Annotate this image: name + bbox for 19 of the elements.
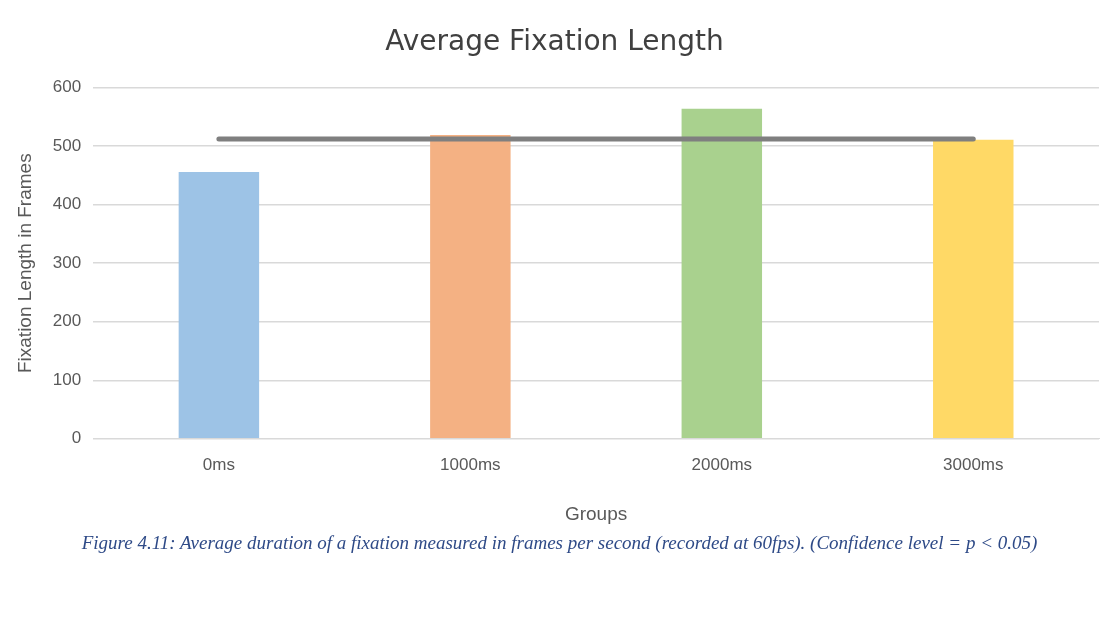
x-tick-label: 0ms xyxy=(202,454,235,474)
y-tick-label: 400 xyxy=(52,194,82,214)
x-tick-label: 2000ms xyxy=(691,454,753,474)
chart-title: Average Fixation Length xyxy=(385,24,724,58)
bar xyxy=(178,171,260,439)
bar xyxy=(681,108,763,439)
y-tick-label: 500 xyxy=(52,135,82,155)
y-tick-label: 600 xyxy=(52,77,82,97)
y-tick-label: 200 xyxy=(52,311,82,331)
y-axis-title: Fixation Length in Frames xyxy=(13,153,35,374)
y-tick-label: 0 xyxy=(71,428,82,448)
bar xyxy=(933,139,1014,439)
bar xyxy=(430,135,511,439)
x-tick-label: 3000ms xyxy=(943,454,1004,474)
x-tick-label: 1000ms xyxy=(440,454,501,474)
y-tick-label: 100 xyxy=(52,369,82,389)
y-tick-label: 300 xyxy=(52,252,82,272)
x-axis-title: Groups xyxy=(564,502,628,524)
caption: Figure 4.11: Average duration of a fixation measured in frames per second (recorded at 60fps). (Confidence level = p < 0.05) xyxy=(80,532,1039,553)
